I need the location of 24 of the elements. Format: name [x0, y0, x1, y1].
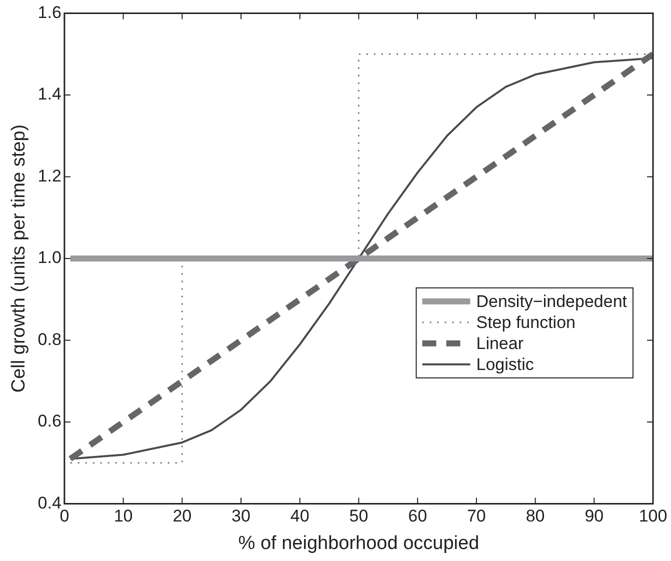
y-tick-label: 1.0 — [38, 248, 62, 268]
x-tick-label: 50 — [349, 506, 368, 526]
x-tick-label: 30 — [232, 506, 250, 526]
y-tick-label: 0.8 — [38, 330, 62, 349]
legend-label: Step function — [476, 313, 576, 332]
x-tick-label: 80 — [526, 506, 545, 526]
y-tick-label: 1.2 — [38, 166, 62, 186]
y-tick-label: 1.4 — [38, 84, 62, 104]
y-tick-label: 1.6 — [38, 2, 62, 22]
legend-label: Linear — [476, 334, 524, 354]
x-tick-label: 10 — [114, 506, 133, 526]
x-tick-label: 60 — [408, 506, 428, 526]
x-tick-label: 90 — [584, 506, 604, 526]
y-tick-label: 0.6 — [38, 412, 62, 431]
x-tick-label: 40 — [290, 506, 310, 526]
x-tick-label: 70 — [466, 506, 486, 526]
y-axis-title: Cell growth (units per time step) — [8, 124, 30, 393]
x-tick-label: 20 — [172, 506, 192, 526]
legend-label: Logistic — [476, 355, 534, 374]
legend-label: Density−indepedent — [476, 292, 628, 312]
x-axis-title: % of neighborhood occupied — [238, 532, 480, 554]
y-tick-label: 0.4 — [38, 493, 62, 512]
x-tick-label: 0 — [60, 506, 70, 526]
x-tick-label: 100 — [638, 506, 668, 526]
